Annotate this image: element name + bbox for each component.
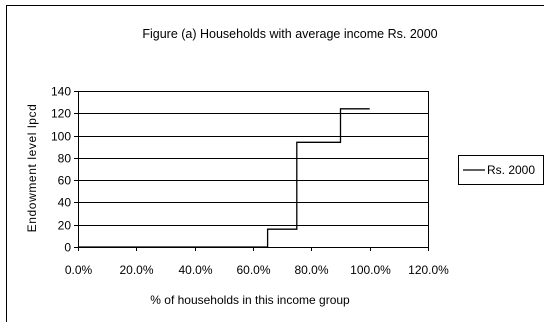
y-tick-label: 20: [58, 219, 72, 233]
legend-label: Rs. 2000: [487, 163, 535, 177]
y-axis-label: Endowment level lpcd: [25, 104, 39, 233]
x-tick-label: 60.0%: [236, 263, 270, 277]
y-tick-label: 0: [64, 241, 71, 255]
x-tick-label: 80.0%: [294, 263, 328, 277]
grid-layer: [78, 91, 428, 226]
series-layer: [78, 108, 370, 248]
x-axis-label: % of households in this income group: [150, 293, 350, 307]
y-tick-label: 100: [51, 130, 71, 144]
y-tick-label: 80: [58, 152, 72, 166]
series-line-rs-2000: [78, 108, 370, 248]
chart-title: Figure (a) Households with average incom…: [142, 27, 437, 41]
x-tick-label: 120.0%: [408, 263, 449, 277]
x-tick-label: 100.0%: [350, 263, 391, 277]
x-tick-label: 40.0%: [178, 263, 212, 277]
y-tick-label: 140: [51, 85, 71, 99]
legend: Rs. 2000: [458, 155, 544, 185]
axis-layer: 0 20 40 60 80 100 120 140 0.0% 20.0% 40.0% 60.0% 80.…: [51, 85, 449, 278]
x-tick-label: 0.0%: [65, 263, 93, 277]
x-tick-label: 20.0%: [119, 263, 153, 277]
y-tick-label: 120: [51, 107, 71, 121]
y-tick-label: 40: [58, 196, 72, 210]
y-tick-label: 60: [58, 174, 72, 188]
